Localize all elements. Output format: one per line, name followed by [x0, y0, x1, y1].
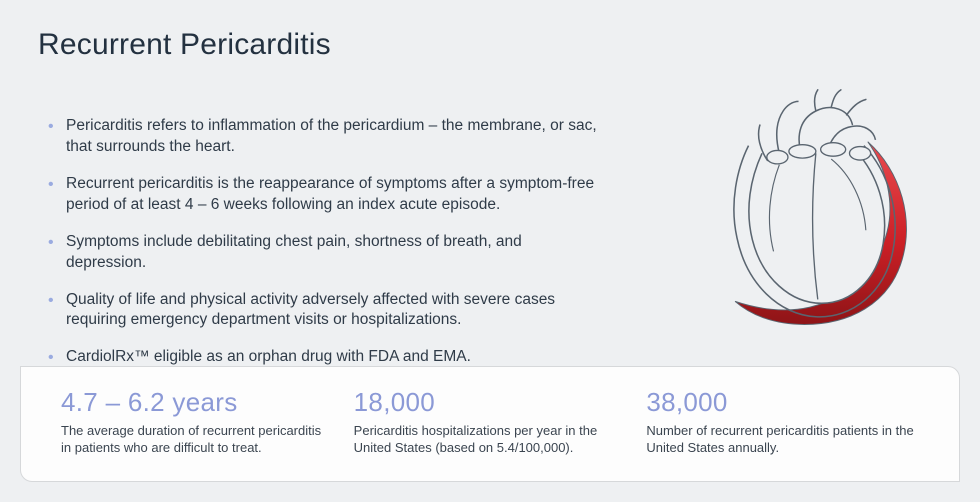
bullet-item: Quality of life and physical activity ad… [44, 290, 604, 332]
stat-block: 38,000 Number of recurrent pericarditis … [646, 387, 929, 457]
stat-value: 4.7 – 6.2 years [61, 387, 344, 418]
heart-icon [687, 86, 937, 336]
stats-panel: 4.7 – 6.2 years The average duration of … [20, 366, 960, 482]
stat-value: 38,000 [646, 387, 929, 418]
stat-block: 4.7 – 6.2 years The average duration of … [61, 387, 344, 457]
stat-value: 18,000 [354, 387, 637, 418]
body-row: Pericarditis refers to inflammation of t… [38, 116, 942, 384]
bullet-item: Pericarditis refers to inflammation of t… [44, 116, 604, 158]
bullet-item: Recurrent pericarditis is the reappearan… [44, 174, 604, 216]
stat-block: 18,000 Pericarditis hospitalizations per… [354, 387, 637, 457]
heart-illustration [682, 86, 942, 336]
bullet-item: Symptoms include debilitating chest pain… [44, 232, 604, 274]
stat-desc: Number of recurrent pericarditis patient… [646, 422, 916, 457]
slide: Recurrent Pericarditis Pericarditis refe… [0, 0, 980, 502]
page-title: Recurrent Pericarditis [38, 28, 942, 62]
bullet-list: Pericarditis refers to inflammation of t… [38, 116, 672, 384]
stat-desc: The average duration of recurrent perica… [61, 422, 331, 457]
stat-desc: Pericarditis hospitalizations per year i… [354, 422, 624, 457]
